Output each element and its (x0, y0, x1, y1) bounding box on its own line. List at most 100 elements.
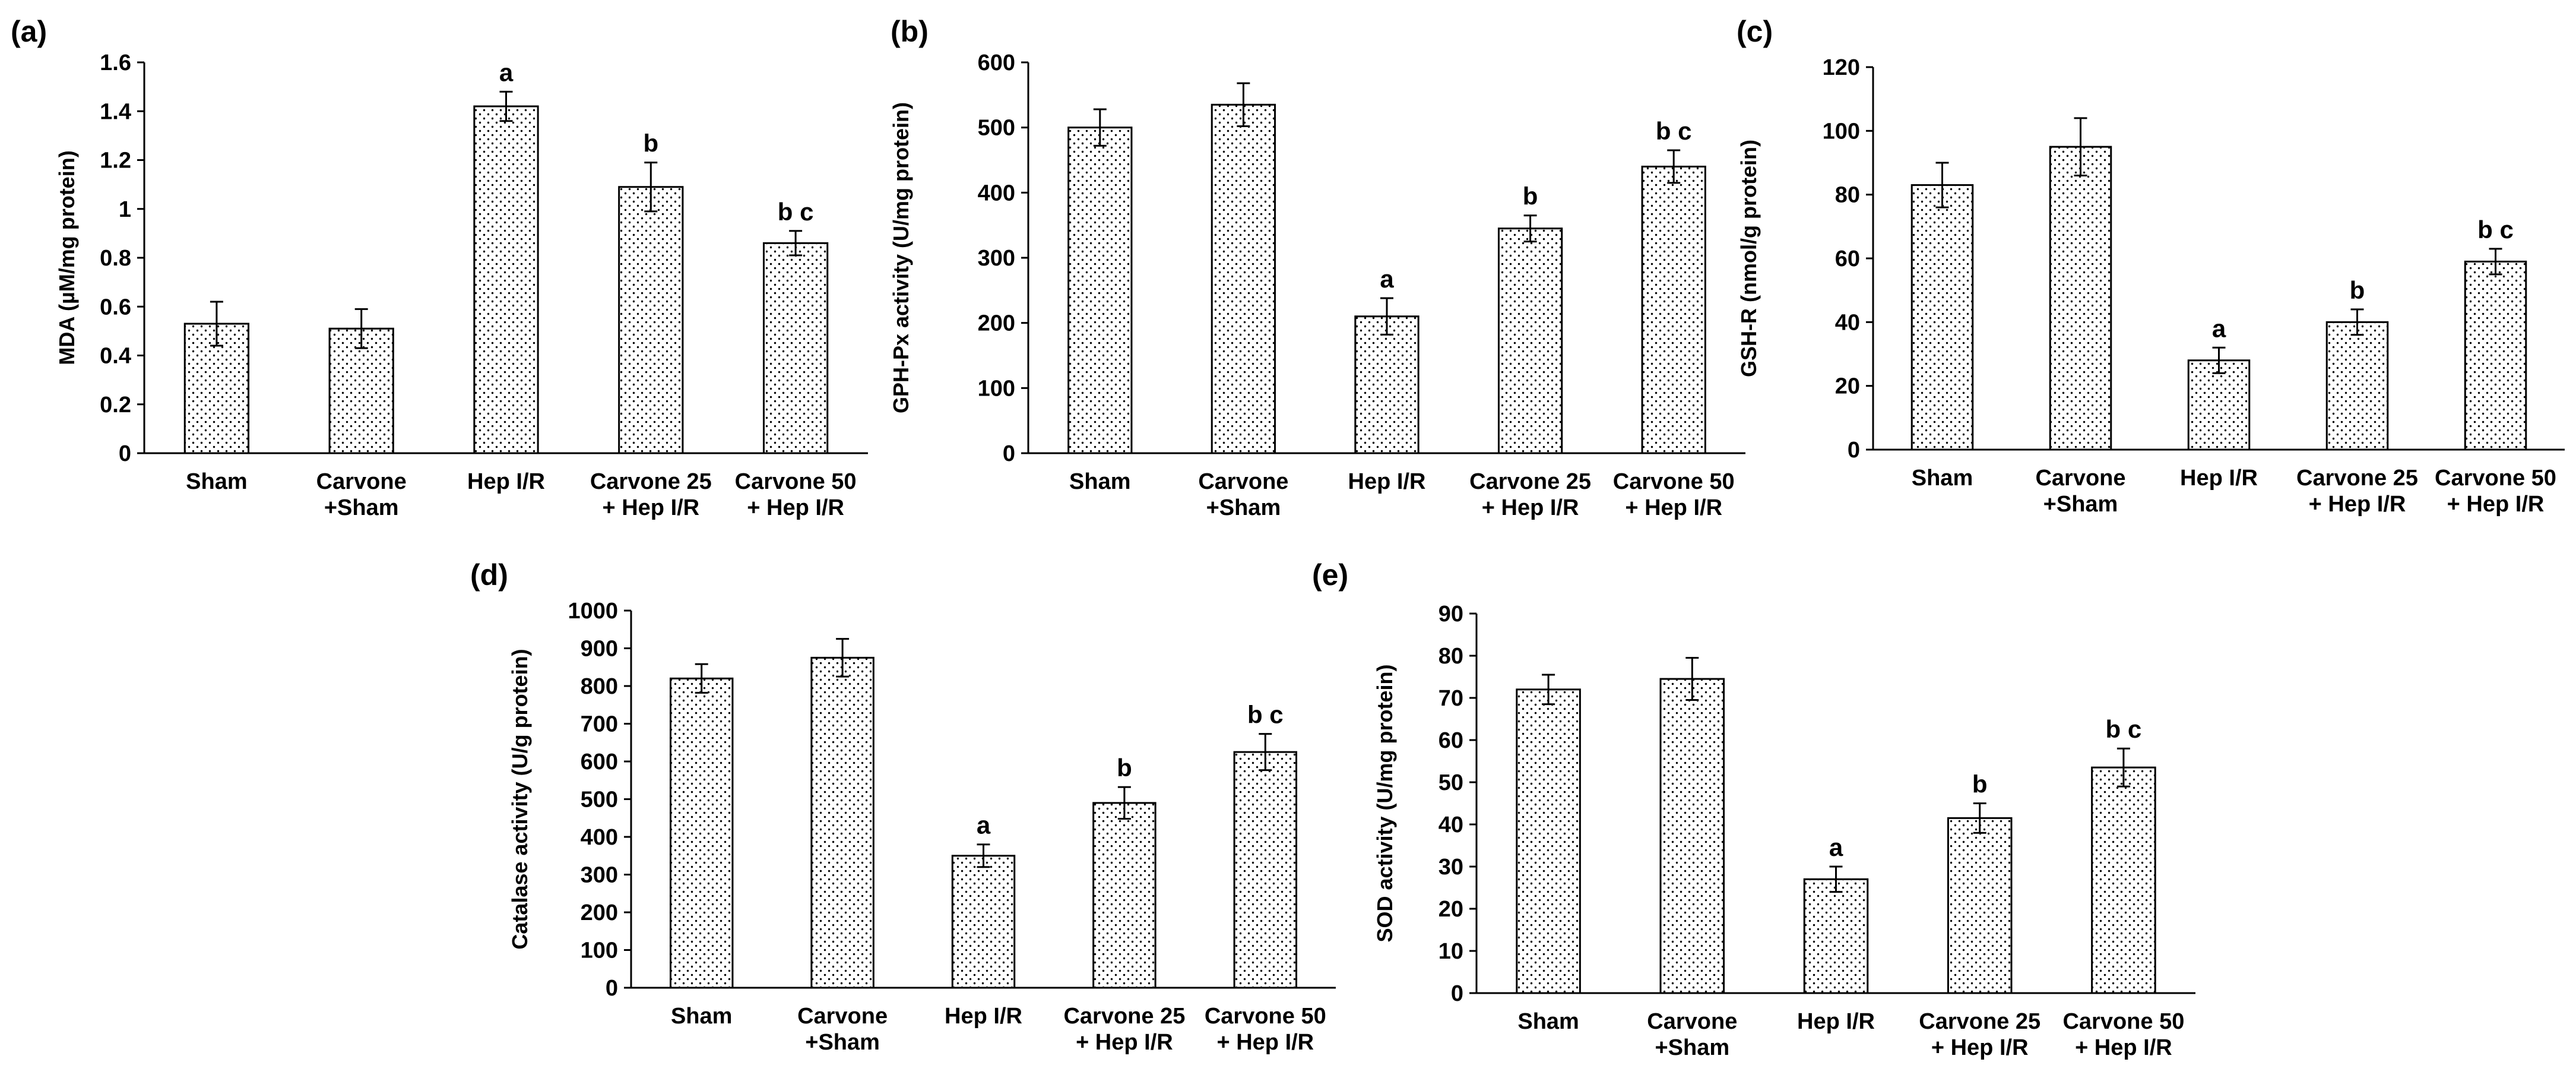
y-tick-label: 100 (581, 938, 618, 963)
y-tick-label: 80 (1438, 644, 1463, 669)
significance-label: a (499, 58, 514, 86)
category-label: +Sham (324, 495, 399, 520)
category-label: Hep I/R (945, 1004, 1022, 1029)
bar (328, 327, 394, 454)
y-tick-label: 800 (581, 674, 618, 699)
y-tick-label: 20 (1835, 374, 1860, 399)
y-tick-label: 0 (606, 976, 618, 1001)
y-tick-label: 1000 (568, 599, 618, 624)
category-label: Sham (186, 469, 247, 494)
category-label: + Hep I/R (2309, 492, 2406, 517)
category-label: Carvone 25 (590, 469, 712, 494)
bar (1211, 103, 1276, 454)
y-tick-label: 0 (1848, 438, 1860, 463)
category-label: Sham (671, 1004, 732, 1029)
category-label: +Sham (1206, 495, 1281, 520)
y-tick-label: 400 (978, 181, 1015, 206)
chart-panel-c: (c) 0 20 40 60 80 100 120 GSH-R (nmol/g protein)… (1737, 15, 2565, 517)
significance-label: b c (778, 198, 814, 226)
chart-panel-b: (b) 0 100 200 300 400 500 600 GPH-Px activity (U… (889, 15, 1745, 520)
y-tick-label: 80 (1835, 183, 1860, 208)
y-axis-title: SOD activity (U/mg protein) (1373, 664, 1397, 942)
significance-label: b (1117, 754, 1132, 782)
y-tick-label: 200 (978, 311, 1015, 336)
y-tick-label: 30 (1438, 855, 1463, 880)
y-tick-label: 70 (1438, 686, 1463, 711)
y-tick-label: 50 (1438, 770, 1463, 795)
bar (951, 855, 1016, 989)
significance-label: b c (1656, 117, 1692, 145)
significance-label: b (1523, 182, 1538, 210)
y-tick-label: 40 (1438, 813, 1463, 837)
y-tick-label: 90 (1438, 602, 1463, 627)
bar (1516, 688, 1581, 994)
y-tick-label: 600 (581, 750, 618, 775)
significance-label: a (1380, 265, 1394, 293)
category-label: Hep I/R (2180, 466, 2258, 491)
bar (2049, 146, 2112, 451)
bar (1092, 802, 1156, 989)
category-label: Carvone 25 (1469, 469, 1591, 494)
category-label: Carvone (316, 469, 407, 494)
y-tick-label: 200 (581, 900, 618, 925)
category-label: +Sham (805, 1030, 880, 1055)
category-label: Carvone (2035, 466, 2125, 491)
y-tick-label: 100 (1823, 119, 1860, 144)
bar (1641, 165, 1706, 454)
y-axis-title: GSH-R (nmol/g protein) (1737, 140, 1761, 377)
y-tick-label: 700 (581, 712, 618, 737)
category-label: + Hep I/R (1076, 1030, 1173, 1055)
bar (1233, 751, 1298, 989)
bar (2464, 260, 2527, 451)
significance-label: b (643, 129, 658, 157)
bar (1659, 678, 1725, 994)
category-label: Carvone 50 (2062, 1009, 2184, 1034)
category-label: + Hep I/R (2075, 1035, 2172, 1060)
category-label: Carvone (1647, 1009, 1737, 1034)
y-tick-label: 0.6 (100, 295, 131, 320)
bar (2325, 321, 2389, 451)
bar (1803, 878, 1869, 994)
y-tick-label: 60 (1835, 246, 1860, 271)
chart-panel-e: (e) 0 10 20 30 40 50 60 70 80 90 SOD activity (U/mg… (1312, 558, 2195, 1060)
category-label: Carvone 50 (1613, 469, 1735, 494)
y-tick-label: 500 (581, 788, 618, 813)
y-tick-label: 1.6 (100, 50, 131, 75)
significance-label: b c (1247, 701, 1284, 729)
category-label: Carvone 25 (2296, 466, 2418, 491)
y-tick-label: 120 (1823, 55, 1860, 80)
category-label: + Hep I/R (1931, 1035, 2029, 1060)
y-tick-label: 1.2 (100, 148, 131, 173)
bar (618, 186, 684, 454)
bar (2091, 766, 2156, 994)
category-label: + Hep I/R (1482, 495, 1579, 520)
panel-label: (a) (11, 15, 47, 48)
significance-label: a (2212, 314, 2226, 342)
category-label: Sham (1069, 469, 1130, 494)
bar (473, 105, 539, 454)
panel-label: (c) (1737, 15, 1773, 48)
bar (810, 656, 874, 989)
category-label: Sham (1912, 466, 1973, 491)
y-tick-label: 500 (978, 116, 1015, 141)
significance-label: a (1829, 833, 1843, 861)
category-label: + Hep I/R (2447, 492, 2545, 517)
y-tick-label: 300 (581, 863, 618, 888)
y-tick-label: 0 (119, 441, 131, 466)
y-tick-label: 20 (1438, 897, 1463, 922)
chart-panel-a: (a) 0 0.2 0.4 0.6 0.8 1 1.2 1.4 1.6 MDA (µM/mg pro… (11, 15, 868, 520)
y-tick-label: 10 (1438, 939, 1463, 964)
significance-label: b (2350, 276, 2365, 304)
category-label: Carvone 50 (2435, 466, 2556, 491)
category-label: + Hep I/R (1216, 1030, 1314, 1055)
category-label: + Hep I/R (747, 495, 844, 520)
category-label: + Hep I/R (1625, 495, 1722, 520)
panel-label: (b) (891, 15, 929, 48)
y-tick-label: 0.2 (100, 393, 131, 418)
category-label: Carvone 50 (1205, 1004, 1326, 1029)
y-tick-label: 0.8 (100, 246, 131, 271)
y-tick-label: 400 (581, 825, 618, 850)
y-tick-label: 60 (1438, 728, 1463, 753)
